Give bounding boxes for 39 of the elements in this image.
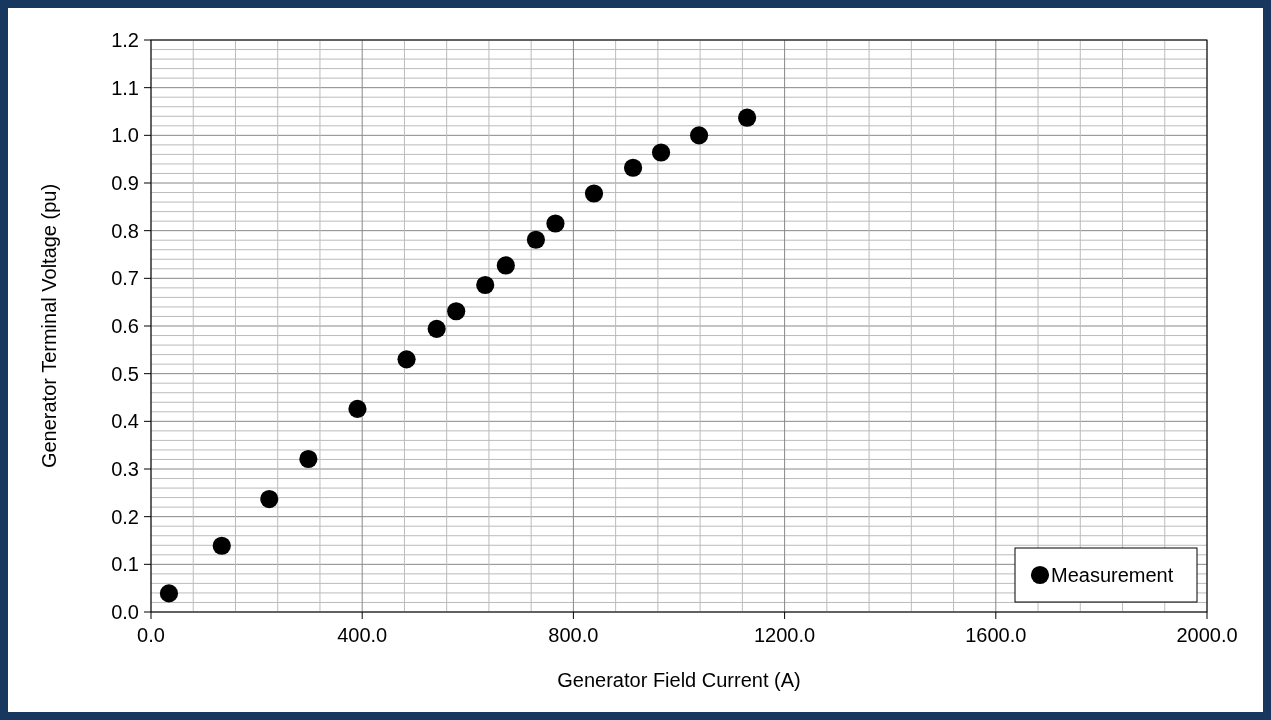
point (476, 275, 495, 295)
point (212, 536, 231, 555)
y-tick-label: 0.4 (111, 410, 139, 433)
y-tick-label: 0.6 (111, 315, 139, 337)
y-tick-label: 0.3 (111, 458, 139, 480)
point (651, 143, 671, 162)
y-tick-label: 1.0 (111, 124, 139, 147)
point (526, 230, 546, 249)
y-tick-label: 1.1 (111, 76, 139, 99)
legend-label: Measurement (1051, 564, 1174, 586)
y-tick-label: 0.8 (111, 219, 139, 242)
point (447, 302, 466, 321)
y-tick-label: 1.2 (111, 29, 139, 51)
x-tick-label: 2000.0 (1176, 624, 1238, 646)
y-tick-label: 0.0 (111, 601, 139, 623)
point (584, 184, 604, 203)
x-tick-label: 1600.0 (965, 624, 1027, 646)
x-tick-label: 400.0 (337, 624, 388, 646)
x-axis-title: Generator Field Current (A) (557, 669, 801, 691)
point (348, 399, 367, 419)
y-axis-title: Generator Terminal Voltage (pu) (38, 183, 60, 469)
point (427, 319, 446, 338)
point (260, 489, 279, 509)
point (496, 256, 515, 275)
point (397, 350, 416, 369)
x-tick-label: 0.0 (137, 624, 165, 646)
x-tick-label: 1200.0 (754, 624, 816, 646)
point (689, 126, 709, 145)
point (546, 214, 565, 233)
y-tick-label: 0.2 (111, 505, 139, 528)
point (159, 584, 179, 603)
point (623, 158, 643, 177)
y-tick-label: 0.5 (111, 362, 139, 385)
y-tick-label: 0.7 (111, 267, 139, 290)
point (738, 108, 757, 127)
point (299, 449, 318, 469)
y-tick-label: 0.9 (111, 172, 139, 194)
y-tick-label: 0.1 (111, 553, 139, 576)
x-tick-label: 800.0 (548, 624, 599, 646)
